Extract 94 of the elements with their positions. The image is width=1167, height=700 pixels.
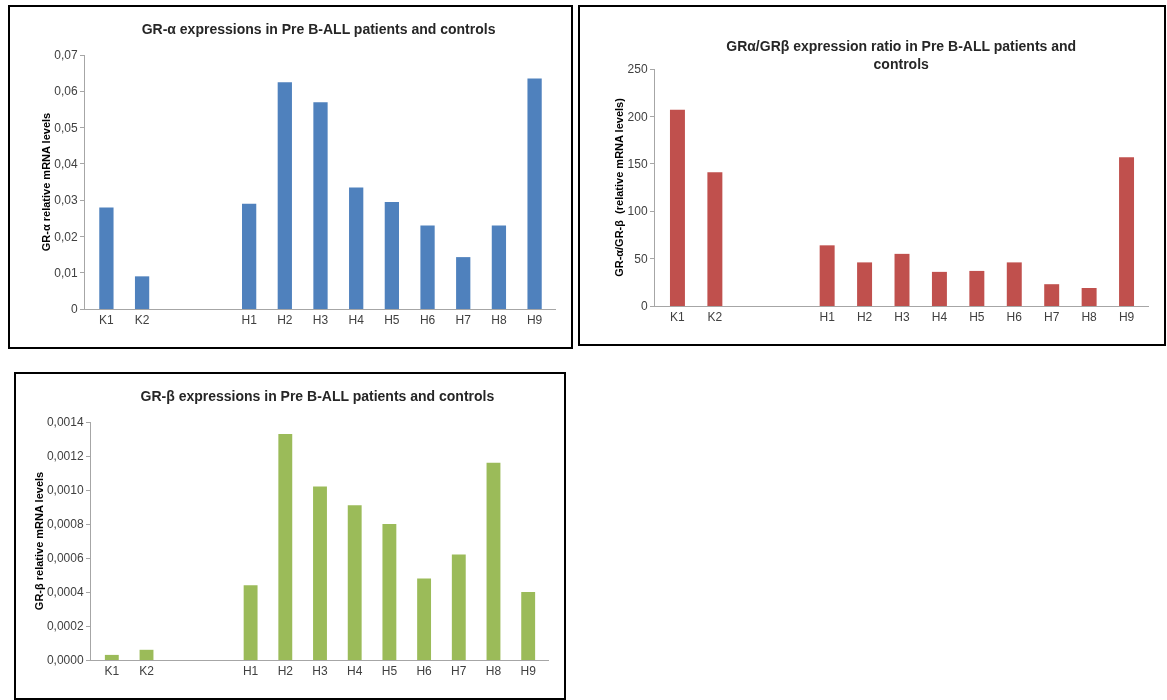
x-tick-label: H7	[1044, 310, 1060, 325]
x-tick-label: H5	[969, 310, 985, 325]
x-tick-label: K1	[104, 664, 120, 679]
y-tick-label: 0,0010	[46, 483, 84, 498]
bar	[1119, 157, 1135, 306]
x-tick-label: H2	[856, 310, 873, 325]
x-tick-label: H9	[526, 313, 543, 328]
bar	[1006, 262, 1022, 306]
y-tick-label: 0,0004	[46, 585, 84, 600]
y-axis-title: GR-α/GR-β (relative mRNA levels)	[613, 97, 625, 277]
x-tick-label: H1	[242, 664, 259, 679]
x-tick-label: H8	[491, 313, 507, 328]
bar	[384, 201, 399, 309]
bar	[313, 102, 328, 309]
x-tick-label: H3	[312, 313, 329, 328]
bar	[521, 592, 536, 660]
bar	[1044, 284, 1060, 306]
x-tick-label: H1	[241, 313, 258, 328]
x-tick-label: H2	[277, 664, 294, 679]
bar	[669, 109, 685, 306]
bar	[819, 245, 835, 306]
x-tick-label: H7	[455, 313, 472, 328]
y-tick-label: 0,0008	[46, 517, 84, 532]
bar	[99, 207, 114, 309]
bar	[104, 654, 119, 660]
x-tick-label: H5	[381, 664, 398, 679]
bar	[417, 578, 432, 660]
y-axis-title: GR-β relative mRNA levels	[32, 471, 45, 611]
bar	[134, 276, 150, 309]
x-tick-label: H3	[312, 664, 328, 679]
y-tick-label: 200	[627, 109, 648, 124]
x-tick-label: H8	[1081, 310, 1098, 325]
x-tick-label: H1	[819, 310, 836, 325]
chart-title: GR-α expressions in Pre B-ALL patients and controls	[141, 21, 496, 37]
bar	[486, 462, 501, 660]
x-tick-label: H6	[1006, 310, 1023, 325]
y-tick-label: 0,0002	[46, 619, 84, 634]
y-tick-label: 50	[634, 251, 648, 266]
y-tick-label: 0,06	[54, 84, 78, 99]
x-tick-label: K1	[670, 310, 686, 325]
x-tick-label: K2	[134, 313, 150, 328]
x-tick-label: H9	[1118, 310, 1135, 325]
x-tick-label: H2	[277, 313, 293, 328]
bar	[243, 585, 258, 660]
x-tick-label: H4	[931, 310, 948, 325]
bar	[969, 270, 985, 306]
bar	[451, 554, 466, 660]
y-axis-title: GR-α relative mRNA levels	[40, 112, 53, 252]
y-tick-label: 0,03	[54, 193, 78, 208]
y-tick-label: 0,02	[54, 229, 78, 244]
bar	[491, 225, 507, 309]
bar	[456, 257, 471, 309]
x-tick-label: H9	[520, 664, 537, 679]
x-tick-label: H6	[419, 313, 436, 328]
y-tick-label: 0,0014	[46, 415, 84, 430]
bar	[420, 225, 435, 309]
x-tick-label: K2	[139, 664, 155, 679]
x-tick-label: H3	[894, 310, 910, 325]
bar	[349, 187, 364, 309]
x-tick-label: H4	[348, 313, 365, 328]
bar	[382, 524, 397, 660]
bar	[242, 203, 257, 309]
chart-title: GRα/GRβ expression ratio in Pre B-ALL patients and controls	[726, 38, 1077, 73]
x-tick-label: H6	[416, 664, 433, 679]
y-tick-label: 0,0000	[46, 653, 84, 668]
y-tick-label: 0,04	[54, 157, 78, 172]
bar	[1081, 287, 1097, 306]
x-tick-label: K2	[707, 310, 723, 325]
bar	[278, 433, 293, 660]
y-tick-label: 150	[627, 157, 648, 171]
bar	[527, 78, 542, 309]
bar	[707, 172, 723, 306]
y-tick-label: 0,0012	[46, 449, 84, 464]
y-tick-label: 250	[627, 62, 648, 77]
chart-title: GR-β expressions in Pre B-ALL patients and controls	[140, 388, 495, 404]
bar	[139, 649, 154, 660]
y-tick-label: 0,07	[54, 48, 78, 63]
x-tick-label: H4	[347, 664, 363, 679]
y-tick-label: 100	[627, 204, 648, 219]
y-tick-label: 0,01	[54, 265, 78, 280]
x-tick-label: K1	[99, 313, 115, 328]
bar	[894, 253, 910, 306]
x-tick-label: H7	[451, 664, 467, 679]
y-tick-label: 0,0006	[46, 551, 84, 566]
x-tick-label: H8	[485, 664, 502, 679]
bar	[857, 262, 873, 306]
y-tick-label: 0,05	[54, 120, 78, 135]
y-tick-label: 0	[640, 299, 648, 314]
bar	[931, 271, 947, 306]
bar	[277, 82, 292, 309]
x-tick-label: H5	[384, 313, 400, 328]
bar	[313, 486, 327, 660]
y-tick-label: 0	[70, 302, 78, 317]
bar	[347, 505, 362, 660]
